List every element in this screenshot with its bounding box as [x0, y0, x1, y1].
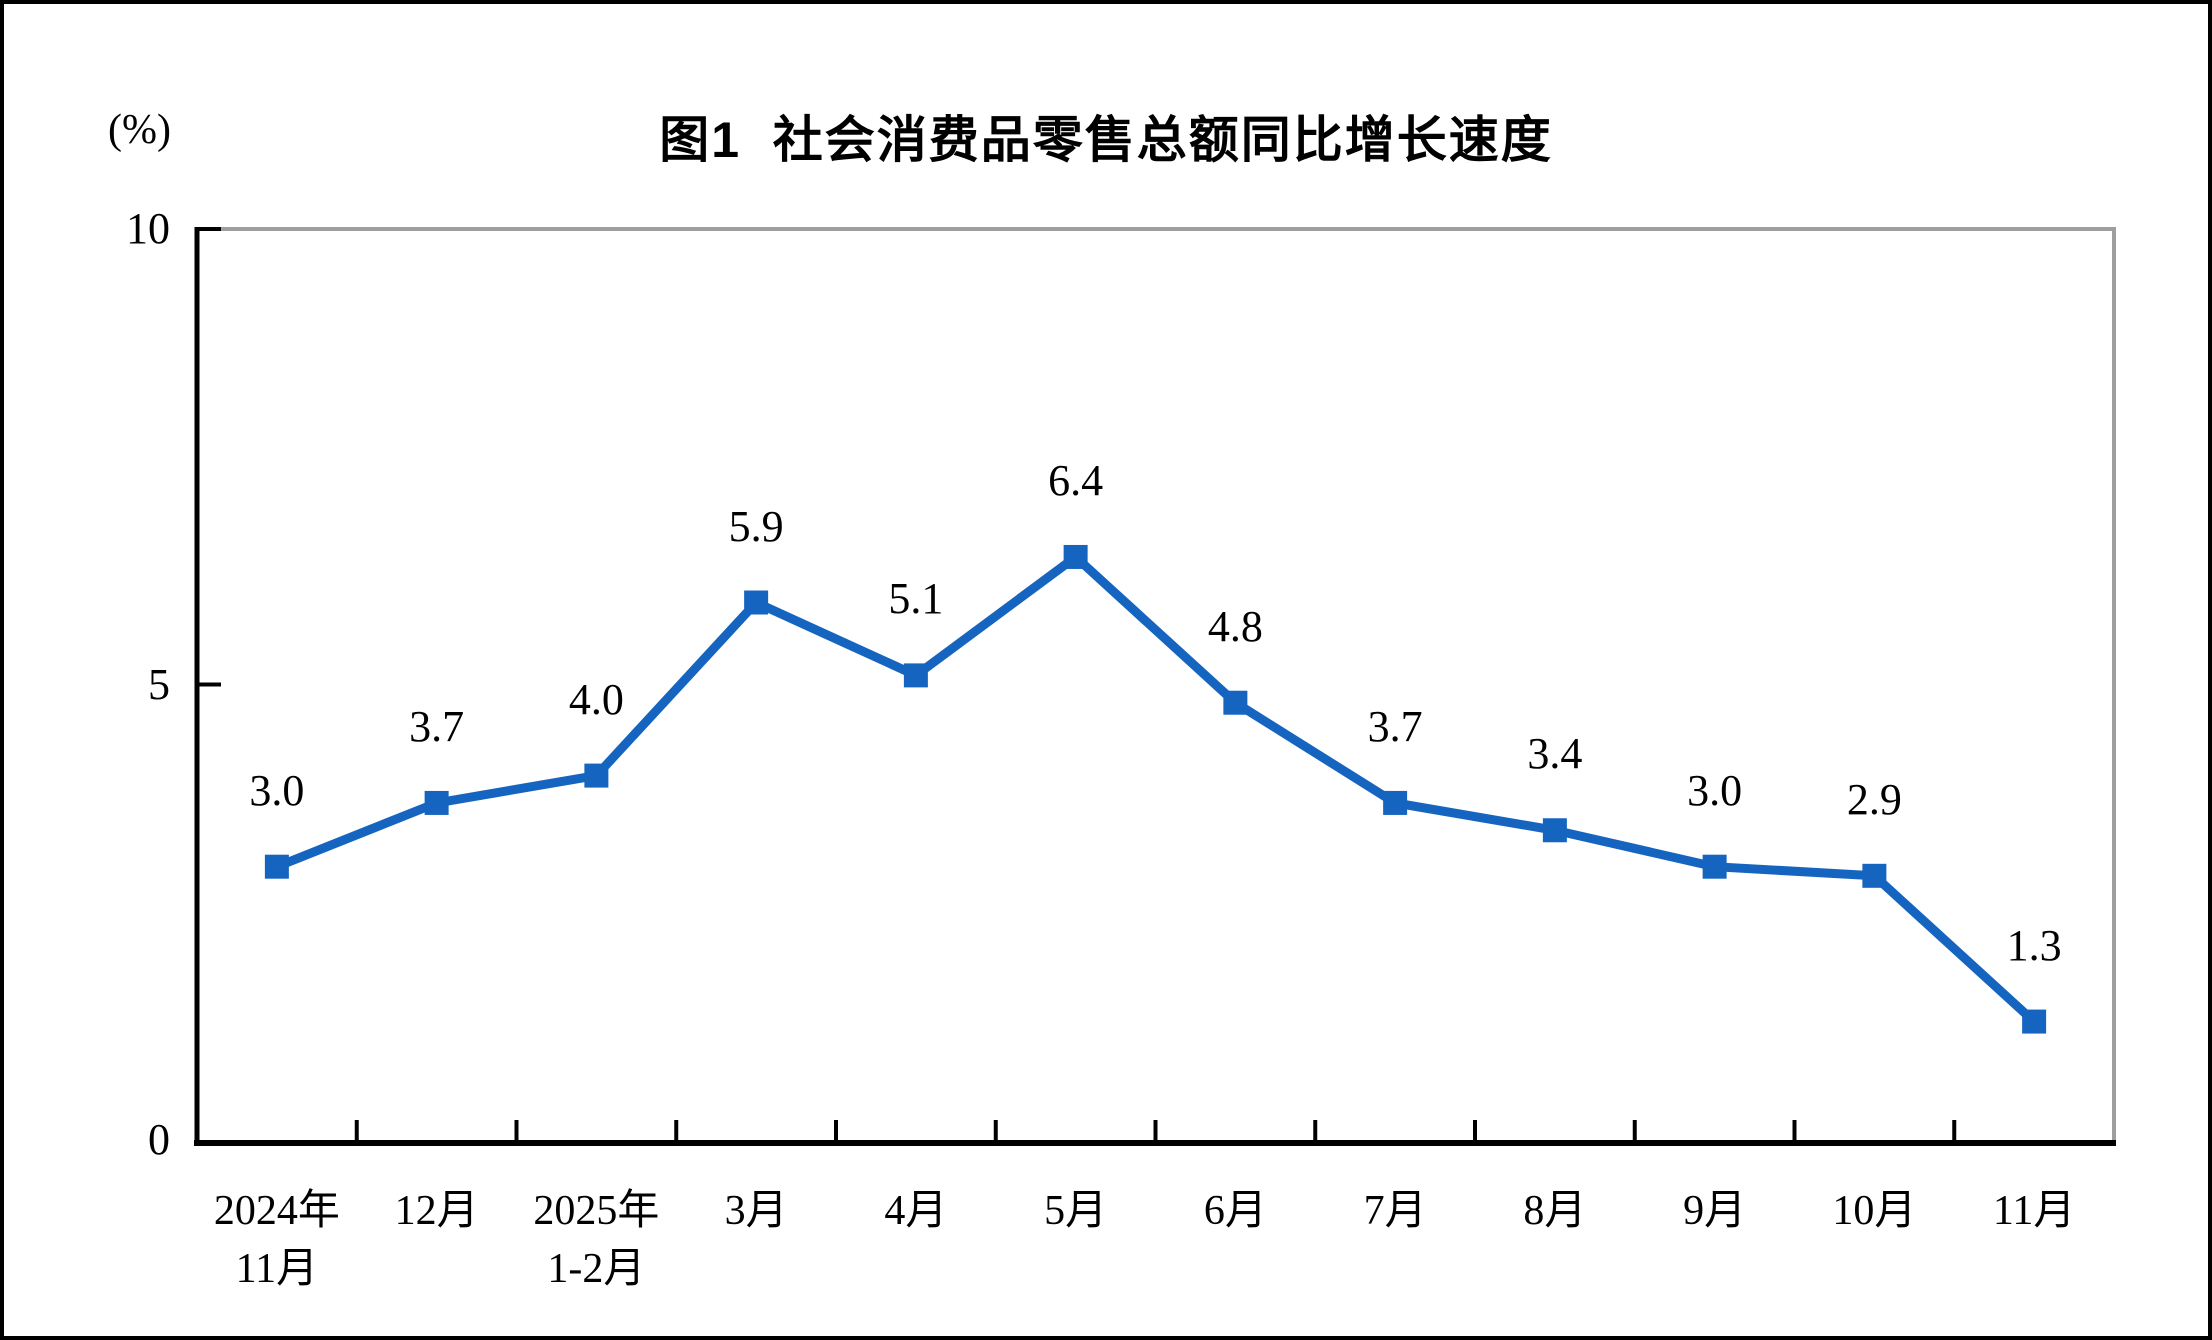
data-point-marker — [1383, 790, 1408, 815]
line-chart-plot — [194, 227, 2116, 1146]
x-axis-category-label: 4月 — [884, 1188, 948, 1234]
data-point-label: 1.3 — [2006, 920, 2062, 970]
y-tick-label: 0 — [148, 1115, 170, 1164]
x-axis-category-label: 12月 — [394, 1188, 479, 1234]
data-point-marker — [744, 590, 769, 615]
data-point-marker — [1862, 863, 1887, 888]
data-point-label: 3.7 — [409, 701, 465, 751]
data-point-marker — [584, 763, 609, 788]
data-point-marker — [1063, 544, 1088, 569]
data-point-label: 4.8 — [1207, 601, 1263, 651]
plot-border-top-right — [197, 227, 2116, 1140]
x-axis-category-label: 9月 — [1683, 1188, 1747, 1234]
data-point-label: 5.9 — [728, 501, 784, 551]
data-point-label: 4.0 — [568, 674, 624, 724]
data-point-marker — [1542, 818, 1567, 843]
x-axis-category-label: 8月 — [1523, 1188, 1587, 1234]
data-point-marker — [1223, 690, 1248, 715]
data-line — [275, 551, 2038, 1025]
chart-title: 图1 社会消费品零售总额同比增长速度 — [659, 112, 1553, 168]
data-point-label: 3.0 — [249, 765, 305, 815]
data-point-label: 3.7 — [1367, 701, 1423, 751]
data-point-label: 3.4 — [1527, 729, 1583, 779]
data-point-marker — [264, 854, 289, 879]
data-point-label: 5.1 — [888, 574, 944, 624]
data-point-marker — [903, 663, 928, 688]
x-axis-category-label: 2024年 11月 — [213, 1188, 340, 1292]
x-axis-category-label: 11月 — [1992, 1188, 2076, 1234]
data-point-label: 3.0 — [1687, 765, 1743, 815]
data-point-marker — [2022, 1009, 2047, 1034]
y-tick-label: 5 — [148, 659, 170, 709]
x-axis-category-label: 5月 — [1044, 1188, 1108, 1234]
data-point-marker — [1702, 854, 1727, 879]
data-point-label: 6.4 — [1048, 455, 1104, 505]
x-axis-category-label: 10月 — [1832, 1188, 1917, 1234]
y-tick-label: 10 — [126, 204, 170, 253]
x-axis-category-label: 2025年 1-2月 — [533, 1188, 660, 1292]
data-point-label: 2.9 — [1846, 774, 1902, 824]
data-point-marker — [424, 790, 449, 815]
x-axis-category-label: 7月 — [1363, 1188, 1427, 1234]
y-axis-unit-label: (%) — [108, 107, 171, 153]
x-axis-category-label: 6月 — [1203, 1188, 1267, 1234]
x-axis-category-label: 3月 — [724, 1188, 788, 1234]
